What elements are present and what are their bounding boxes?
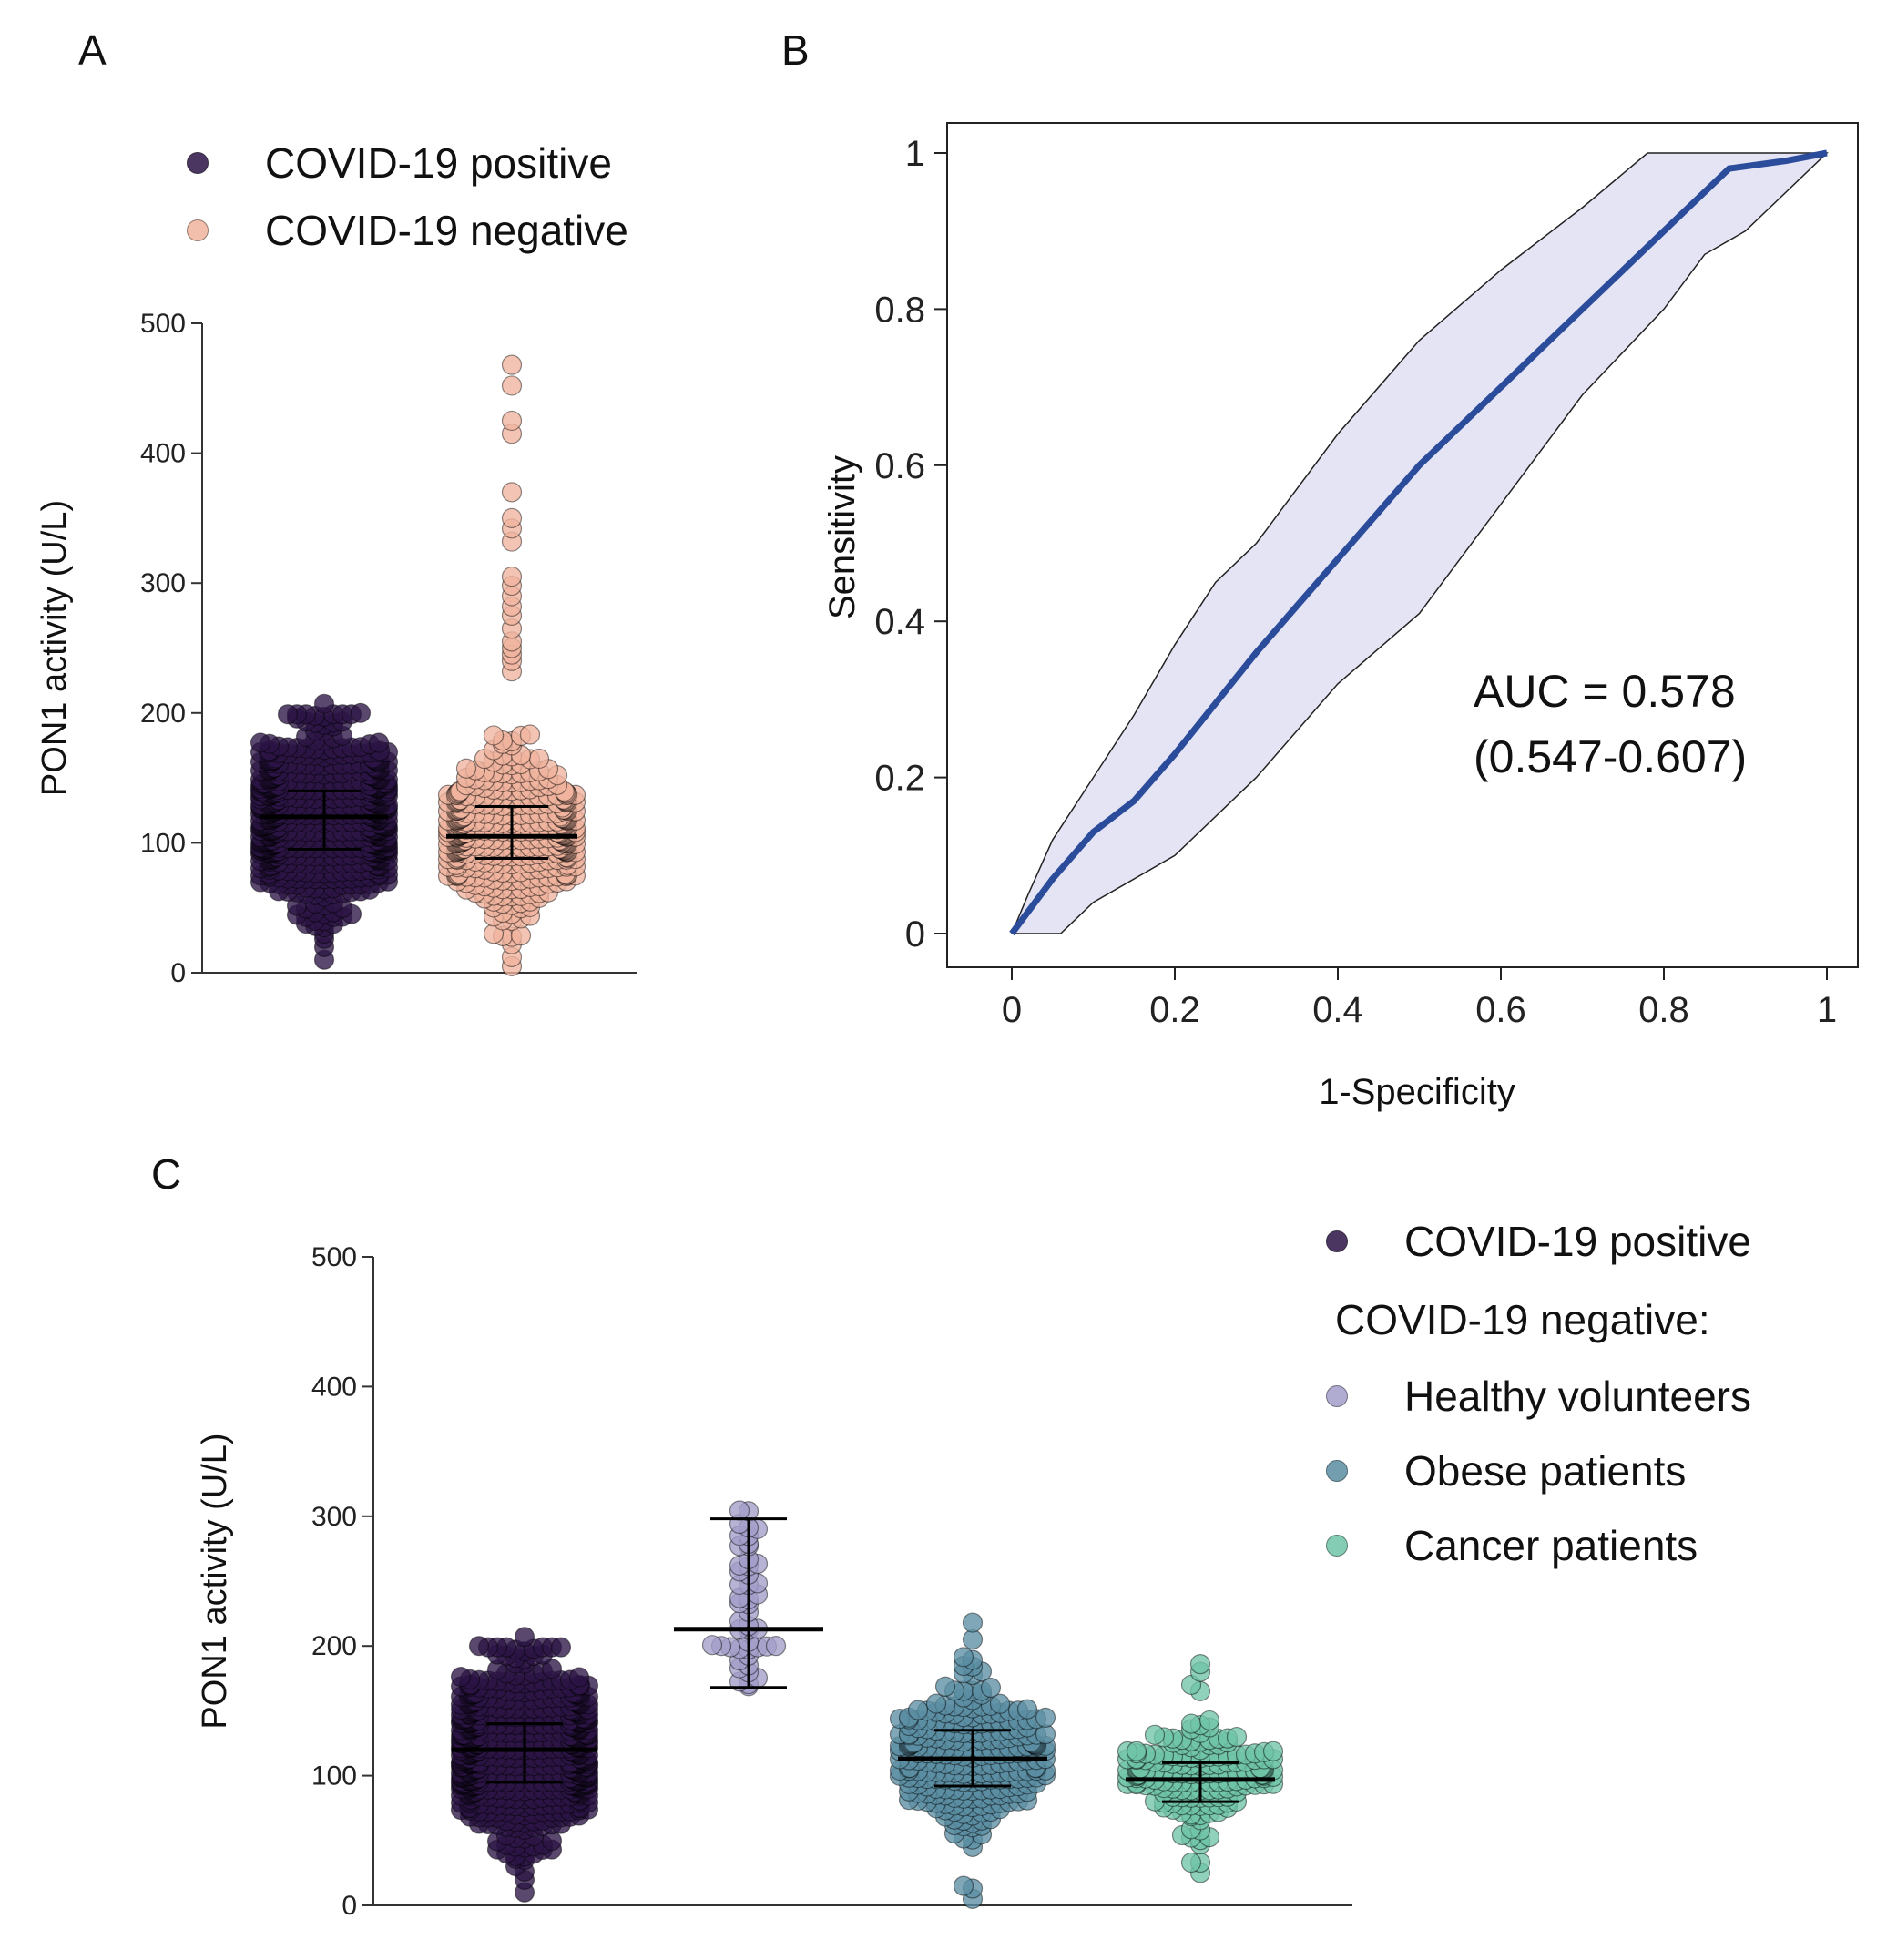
- x-axis-label: 1-Specificity: [1319, 1072, 1515, 1112]
- data-point: [925, 1693, 947, 1714]
- data-point: [962, 1612, 984, 1633]
- data-point: [501, 354, 523, 375]
- y-tick-label: 200: [311, 1631, 357, 1661]
- panel-letter-a: A: [78, 26, 107, 74]
- auc-ci-annotation: (0.547-0.607): [1474, 731, 1747, 782]
- group-healthy-volunteers: [701, 1500, 787, 1697]
- legend-label-obese: Obese patients: [1404, 1447, 1687, 1495]
- y-tick-label: 0.4: [874, 602, 925, 642]
- data-point: [729, 1500, 750, 1521]
- data-point: [501, 482, 523, 503]
- roc-line: [1009, 149, 1828, 936]
- data-point: [277, 704, 299, 725]
- data-point: [934, 1676, 956, 1697]
- data-point: [1262, 1741, 1284, 1761]
- y-tick-label: 500: [311, 1242, 357, 1272]
- y-tick-label: 0.2: [874, 759, 925, 799]
- y-tick-label: 300: [311, 1502, 357, 1532]
- y-tick-label: 0: [170, 958, 186, 988]
- data-point: [483, 725, 505, 746]
- legend-dot-obese: [1326, 1460, 1348, 1482]
- data-point: [455, 758, 477, 779]
- panel-letter-c: C: [151, 1150, 182, 1198]
- data-point: [250, 732, 271, 753]
- data-point: [519, 724, 541, 745]
- auc-annotation: AUC = 0.578: [1474, 666, 1736, 717]
- chart-c: 0 100 200 300 400 500 PON1 activity (U/L): [196, 1242, 1352, 1921]
- data-point: [501, 507, 523, 529]
- data-point: [1035, 1707, 1056, 1728]
- data-point: [962, 1628, 984, 1650]
- data-point: [765, 1636, 787, 1657]
- group-covid-19-positive: [450, 1627, 599, 1903]
- y-tick-label: 100: [140, 828, 186, 858]
- legend-dot-covid-negative: [187, 219, 209, 241]
- data-point: [1198, 1710, 1220, 1731]
- x-tick-label: 0.8: [1638, 990, 1689, 1030]
- ci-band: [1010, 152, 1829, 934]
- chart-b: 0 0.2 0.4 0.6 0.8 1 0 0.2 0.4 0.6 0.8 1 1-Specificit…: [822, 122, 1859, 1112]
- legend-label-covid-negative: COVID-19 negative: [265, 207, 628, 254]
- data-point: [514, 1627, 536, 1648]
- chart-a: 0 100 200 300 400 500 PON1 activity (U/L): [36, 309, 638, 988]
- y-tick-label: 400: [311, 1372, 357, 1402]
- data-point: [568, 1667, 590, 1688]
- legend-dot-cancer: [1326, 1535, 1348, 1557]
- data-point: [953, 1647, 974, 1668]
- data-point: [1126, 1741, 1148, 1761]
- y-axis-label: Sensitivity: [822, 455, 862, 619]
- y-tick-label: 300: [140, 568, 186, 598]
- x-tick-label: 0.6: [1475, 990, 1526, 1030]
- x-tick-label: 1: [1817, 990, 1837, 1030]
- legend-label-healthy: Healthy volunteers: [1404, 1373, 1751, 1420]
- y-tick-label: 0: [905, 914, 925, 954]
- y-axis-label: PON1 activity (U/L): [36, 500, 74, 796]
- y-tick-label: 1: [905, 134, 925, 174]
- plot-frame: [946, 122, 1859, 968]
- y-axis-label: PON1 activity (U/L): [196, 1433, 234, 1729]
- group-covid-19-negative: [437, 354, 586, 976]
- y-tick-label: 0.6: [874, 446, 925, 486]
- x-tick-label: 0.2: [1149, 990, 1200, 1030]
- legend-header-covid-negative: COVID-19 negative:: [1335, 1296, 1710, 1343]
- data-point: [550, 1637, 572, 1658]
- data-point: [468, 1636, 490, 1657]
- data-point: [1189, 1654, 1211, 1675]
- data-point: [501, 410, 523, 432]
- x-tick-label: 0.4: [1312, 990, 1363, 1030]
- data-point: [701, 1635, 723, 1656]
- data-point: [1180, 1713, 1202, 1734]
- legend-label-covid-positive-c: COVID-19 positive: [1404, 1218, 1751, 1265]
- data-point: [528, 748, 550, 770]
- data-point: [953, 1875, 974, 1896]
- data-point: [1016, 1699, 1038, 1720]
- data-point: [350, 702, 372, 723]
- data-point: [1144, 1724, 1166, 1745]
- data-point: [450, 1666, 472, 1688]
- data-point: [501, 566, 523, 587]
- y-tick-label: 0.8: [874, 290, 925, 330]
- legend-dot-covid-positive: [187, 152, 209, 174]
- legend-label-covid-positive: COVID-19 positive: [265, 139, 612, 187]
- data-point: [1226, 1726, 1248, 1748]
- legend-label-cancer: Cancer patients: [1404, 1522, 1698, 1569]
- y-tick-label: 400: [140, 439, 186, 469]
- data-point: [907, 1700, 929, 1720]
- panel-letter-b: B: [781, 26, 810, 74]
- legend-dot-healthy: [1326, 1385, 1348, 1407]
- y-tick-label: 100: [311, 1761, 357, 1792]
- y-tick-label: 200: [140, 699, 186, 729]
- data-point: [368, 732, 390, 753]
- y-tick-label: 500: [140, 309, 186, 339]
- data-point: [313, 693, 335, 714]
- x-tick-label: 0: [1002, 990, 1022, 1030]
- data-point: [1180, 1852, 1202, 1873]
- data-point: [501, 375, 523, 396]
- y-tick-label: 0: [342, 1891, 357, 1921]
- legend-dot-covid-positive-c: [1326, 1230, 1348, 1252]
